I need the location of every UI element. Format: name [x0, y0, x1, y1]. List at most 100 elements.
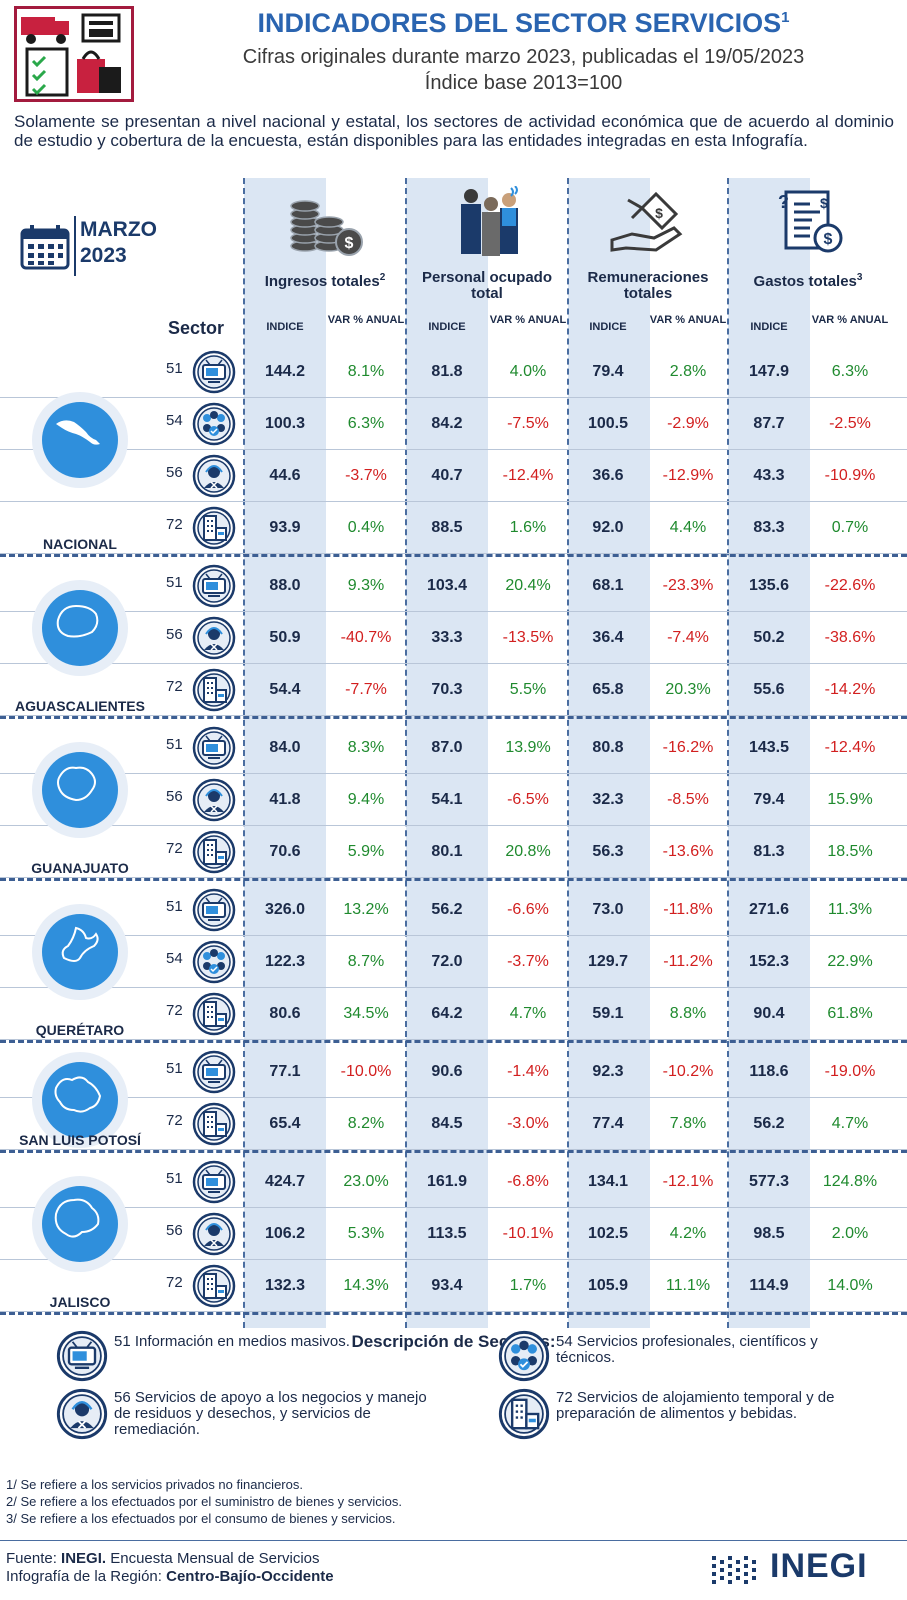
index-value: 122.3: [264, 953, 306, 970]
sector-code: 72: [166, 516, 183, 533]
variation-value: -38.6%: [824, 629, 876, 646]
index-value: 102.5: [587, 1225, 629, 1242]
variation-value: 8.2%: [347, 1115, 385, 1132]
tv-icon: [192, 726, 236, 770]
index-value: 43.3: [753, 467, 785, 484]
table-row: 72 54.4 -7.7% 70.3 5.5% 65.8 20.3% 55.6 -14.2%: [0, 666, 907, 716]
index-value: 134.1: [587, 1173, 629, 1190]
index-value: 36.4: [592, 629, 624, 646]
tv-icon: [192, 888, 236, 932]
variation-subheader: VAR % ANUAL: [649, 314, 727, 326]
table-row: 56 50.9 -40.7% 33.3 -13.5% 36.4 -7.4% 50.2 -38.6…: [0, 614, 907, 664]
tv-icon: [192, 564, 236, 608]
page-title: INDICADORES DEL SECTOR SERVICIOS1: [257, 8, 790, 38]
group-separator: [0, 716, 907, 719]
support-agent-icon: [192, 616, 236, 660]
team-icon: [498, 1330, 550, 1382]
variation-value: 4.7%: [509, 1005, 547, 1022]
variation-value: 124.8%: [822, 1173, 878, 1190]
support-agent-icon: [56, 1388, 108, 1440]
sector-code: 51: [166, 574, 183, 591]
variation-value: -40.7%: [340, 629, 392, 646]
variation-value: 9.4%: [347, 791, 385, 808]
variation-value: 13.2%: [343, 901, 389, 918]
variation-value: 1.7%: [509, 1277, 547, 1294]
period-year: 2023: [80, 244, 127, 267]
tv-icon: [192, 350, 236, 394]
variation-value: -8.5%: [667, 791, 709, 808]
index-value: 90.6: [431, 1063, 463, 1080]
table-row: 56 41.8 9.4% 54.1 -6.5% 32.3 -8.5% 79.4 15.9%: [0, 776, 907, 826]
variation-value: 18.5%: [827, 843, 873, 860]
hotel-icon: [192, 992, 236, 1036]
column-bg: [728, 178, 810, 1328]
services-logo: [14, 6, 134, 102]
index-value: 50.2: [753, 629, 785, 646]
variation-subheader: VAR % ANUAL: [327, 314, 405, 326]
sector-description: 54 Servicios profesionales, científicos …: [556, 1333, 818, 1366]
variation-value: -23.3%: [662, 577, 714, 594]
page-subtitle: Cifras originales durante marzo 2023, pu…: [242, 46, 805, 68]
variation-value: -13.6%: [662, 843, 714, 860]
row-divider: [0, 935, 907, 936]
index-value: 36.6: [592, 467, 624, 484]
row-divider: [0, 1311, 907, 1312]
index-value: 92.3: [592, 1063, 624, 1080]
variation-value: -7.5%: [507, 415, 549, 432]
sector-code: 72: [166, 678, 183, 695]
variation-value: 2.0%: [831, 1225, 869, 1242]
index-value: 98.5: [753, 1225, 785, 1242]
table-row: 72 70.6 5.9% 80.1 20.8% 56.3 -13.6% 81.3 18.5%: [0, 828, 907, 878]
sector-code: 54: [166, 412, 183, 429]
variation-value: 8.1%: [347, 363, 385, 380]
row-divider: [0, 877, 907, 878]
index-value: 83.3: [753, 519, 785, 536]
table-row: 51 326.0 13.2% 56.2 -6.6% 73.0 -11.8% 271.6 11.3…: [0, 886, 907, 936]
index-value: 80.1: [431, 843, 463, 860]
index-value: 129.7: [587, 953, 629, 970]
variation-value: 8.8%: [669, 1005, 707, 1022]
variation-value: -12.9%: [662, 467, 714, 484]
column-separator: [243, 178, 245, 1328]
indicators-table: MARZO 2023 $ Ingresos totales2 Personal …: [0, 178, 907, 1328]
index-value: 132.3: [264, 1277, 306, 1294]
index-subheader: INDICE: [750, 321, 788, 333]
index-value: 87.0: [431, 739, 463, 756]
hotel-icon: [498, 1388, 550, 1440]
index-value: 88.5: [431, 519, 463, 536]
row-divider: [0, 1149, 907, 1150]
variation-value: 7.8%: [669, 1115, 707, 1132]
footer-divider: [0, 1540, 907, 1541]
source-line: Fuente: INEGI. Encuesta Mensual de Servi…: [6, 1550, 320, 1567]
sector-code: 56: [166, 626, 183, 643]
group-separator: [0, 1040, 907, 1043]
variation-value: 6.3%: [831, 363, 869, 380]
sector-code: 72: [166, 1274, 183, 1291]
variation-value: 11.1%: [665, 1277, 711, 1294]
support-agent-icon: [192, 778, 236, 822]
sector-code: 51: [166, 1170, 183, 1187]
variation-value: 0.7%: [831, 519, 869, 536]
sector-code: 51: [166, 898, 183, 915]
sector-code: 72: [166, 1002, 183, 1019]
row-divider: [0, 611, 907, 612]
index-value: 81.8: [431, 363, 463, 380]
table-row: 72 132.3 14.3% 93.4 1.7% 105.9 11.1% 114.9 14.0%: [0, 1262, 907, 1312]
variation-value: 23.0%: [343, 1173, 389, 1190]
calendar-icon: [20, 225, 70, 270]
index-value: 41.8: [269, 791, 301, 808]
row-divider: [0, 501, 907, 502]
index-value: 68.1: [592, 577, 624, 594]
index-value: 93.4: [431, 1277, 463, 1294]
index-value: 84.5: [431, 1115, 463, 1132]
variation-value: -13.5%: [502, 629, 554, 646]
sector-description: 51 Información en medios masivos.: [114, 1333, 350, 1350]
variation-value: 15.9%: [827, 791, 873, 808]
column-separator: [405, 178, 407, 1328]
variation-value: 9.3%: [347, 577, 385, 594]
state-name: QUERÉTARO: [35, 1022, 125, 1038]
svg-text:?: ?: [778, 192, 789, 212]
metric-header-remuneraciones: $ Remuneraciones totales: [568, 178, 728, 310]
variation-value: -11.8%: [663, 901, 713, 918]
index-value: 81.3: [753, 843, 785, 860]
